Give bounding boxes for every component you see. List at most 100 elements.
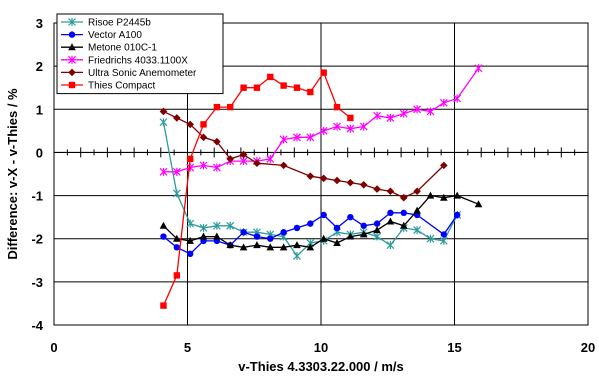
data-point [226,155,235,163]
x-tick-label: 15 [447,340,461,355]
data-point [319,126,328,135]
data-point [399,109,408,118]
data-point [400,209,407,217]
data-point [306,172,315,180]
data-point [199,232,208,240]
data-point [213,232,221,240]
data-point [172,189,181,198]
data-point [173,114,181,122]
data-point [293,84,301,91]
data-point [159,167,168,176]
legend-marker [68,18,76,26]
data-point [320,211,327,219]
data-point [399,221,408,229]
data-point [413,226,422,235]
data-point [267,235,274,242]
data-point [293,241,301,249]
data-point [172,167,181,176]
data-point [253,159,261,168]
data-point [333,122,341,131]
data-point [359,230,368,238]
series-friedrichs-4033-1100x [159,64,483,176]
data-point [227,103,234,111]
data-point [253,233,261,240]
data-point [359,180,368,189]
data-point [186,219,195,228]
data-point [373,111,381,120]
x-tick-label: 20 [581,340,595,355]
data-point [319,174,328,183]
data-point [159,118,168,127]
legend-item: Risoe P2445b [61,18,151,29]
y-tick-label: 2 [36,59,43,74]
data-point [293,133,301,142]
data-point [212,163,221,172]
data-point [413,105,422,114]
data-point [333,103,341,111]
data-point [253,84,261,91]
data-point [413,187,421,196]
legend-marker [68,31,76,38]
data-point [347,114,354,122]
data-point [279,135,288,144]
data-point [199,223,208,232]
x-tick-label: 5 [184,340,191,355]
data-point [439,98,448,107]
data-point [279,161,288,170]
data-point [347,213,354,221]
y-tick-label: -2 [31,232,43,247]
data-point [186,163,195,172]
data-point [386,241,395,250]
y-tick-labels: -4 -3 -2 -1 0 1 2 3 [31,16,43,333]
y-tick-label: -4 [31,318,43,333]
data-point [359,122,368,131]
series-thies-compact [160,69,354,309]
x-tick-label: 0 [50,340,57,355]
data-point [360,222,367,229]
data-point [226,221,235,230]
data-point [280,82,287,89]
data-point [239,150,248,159]
data-point [279,243,288,251]
legend-marker [68,68,76,77]
data-point [306,243,315,251]
data-point [306,133,315,142]
data-point [213,103,221,111]
series-line [163,67,480,173]
y-tick-label: -1 [31,189,43,204]
plot-frame [53,22,589,326]
data-point [293,224,301,232]
legend-label: Metone 010C-1 [88,43,157,54]
data-point [440,231,448,238]
data-point [386,113,395,122]
data-point [413,206,421,214]
data-point [440,161,448,170]
data-point [212,221,221,230]
data-point [474,200,483,208]
data-point [239,157,248,166]
data-point [333,176,341,185]
data-point [240,229,247,236]
data-point [453,191,461,199]
legend-label: Friedrichs 4033.1100X [88,55,188,66]
data-point [320,69,327,76]
legend-label: Thies Compact [88,81,155,92]
legend-item: Thies Compact [61,81,155,92]
data-point [386,187,395,196]
data-point [160,233,167,240]
data-point [186,155,194,163]
data-point [160,302,167,309]
series-line [163,194,479,248]
data-point [186,236,194,244]
data-point [387,209,394,217]
series-metone-010c-1 [159,191,483,251]
data-point [307,220,314,227]
data-point [346,232,355,240]
data-point [199,133,208,142]
data-point [346,178,355,187]
y-axis-title: Difference: v-X - v-Thies / % [5,88,20,260]
x-axis-title: v-Thies 4.3303.22.000 / m/s [238,359,404,374]
data-point [426,234,435,243]
